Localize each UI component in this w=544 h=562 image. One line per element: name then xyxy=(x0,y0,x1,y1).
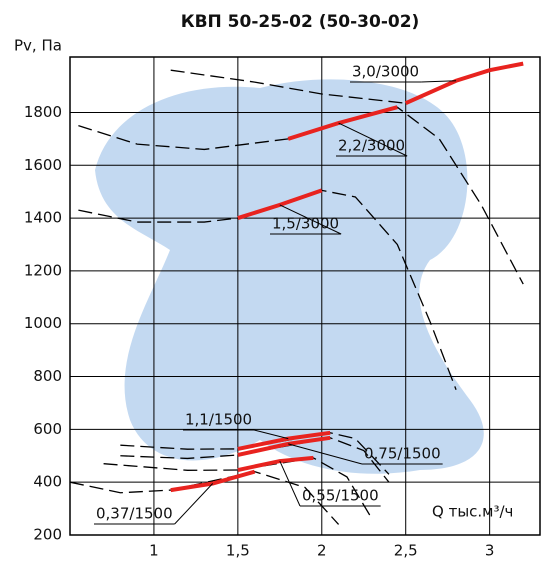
chart-title: КВП 50-25-02 (50-30-02) xyxy=(181,12,420,32)
working-range xyxy=(404,61,524,106)
working-range xyxy=(170,469,256,493)
y-tick-label: 1200 xyxy=(24,261,62,279)
fan-curve xyxy=(69,470,340,525)
y-tick-label: 200 xyxy=(33,526,62,544)
label-leader xyxy=(279,460,301,507)
background-logo xyxy=(95,79,484,474)
x-tick-label: 1 xyxy=(149,542,159,560)
label-leader xyxy=(288,443,363,465)
series-label: 2,2/3000 xyxy=(338,137,405,155)
fan-curve xyxy=(170,69,406,104)
x-tick-label: 3 xyxy=(485,542,495,560)
y-tick-label: 400 xyxy=(33,473,62,491)
label-leader xyxy=(174,483,214,525)
working-range xyxy=(237,435,331,457)
series-label: 1,1/1500 xyxy=(185,411,252,429)
working-range xyxy=(287,105,398,141)
working-range xyxy=(237,455,314,472)
label-leader xyxy=(338,122,408,157)
working-range xyxy=(237,188,323,221)
label-leader xyxy=(421,80,457,83)
series-label: 3,0/3000 xyxy=(352,63,419,81)
series-label: 0,55/1500 xyxy=(302,487,379,505)
x-tick-label: 2,5 xyxy=(394,542,418,560)
y-tick-label: 1400 xyxy=(24,209,62,227)
y-tick-label: 800 xyxy=(33,367,62,385)
fan-curve xyxy=(78,189,457,390)
x-tick-label: 2 xyxy=(317,542,327,560)
y-tick-label: 1600 xyxy=(24,156,62,174)
series-label: 0,75/1500 xyxy=(364,445,441,463)
y-tick-label: 1000 xyxy=(24,314,62,332)
y-axis-label: Pv, Па xyxy=(14,37,62,55)
y-tick-label: 1800 xyxy=(24,103,62,121)
x-axis-label: Q тыс.м³/ч xyxy=(432,503,513,521)
series-label: 0,37/1500 xyxy=(96,505,173,523)
label-leader xyxy=(279,204,342,235)
x-tick-label: 1,5 xyxy=(226,542,250,560)
series-label: 1,5/3000 xyxy=(272,215,339,233)
y-tick-label: 600 xyxy=(33,420,62,438)
label-leader xyxy=(253,429,289,440)
